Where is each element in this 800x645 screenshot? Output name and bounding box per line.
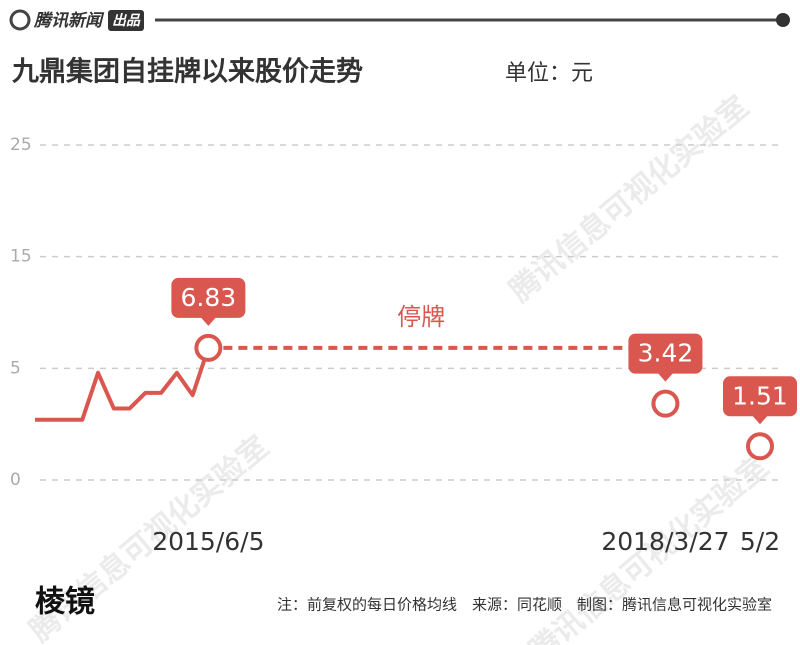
x-tick-label: 2018/3/27 <box>601 527 729 556</box>
value-label: 3.42 <box>638 339 694 368</box>
point <box>746 432 774 461</box>
x-tick-label: 2015/6/5 <box>152 527 264 556</box>
chart-title: 九鼎集团自挂牌以来股价走势 <box>12 56 363 88</box>
y-tick-label: 0 <box>10 470 21 490</box>
brand-icon <box>9 9 31 31</box>
callout-box <box>628 333 703 374</box>
callout-box <box>171 277 246 318</box>
callout-pointer <box>752 415 768 425</box>
value-label: 6.83 <box>181 283 237 312</box>
footer-note: 注：前复权的每日价格均线 来源：同花顺 制图：腾讯信息可视化实验室 <box>277 596 772 614</box>
footer-logo: 棱镜 <box>35 585 95 620</box>
callout-pointer <box>657 372 674 382</box>
brand: 腾讯新闻 <box>33 11 105 31</box>
value-label: 1.51 <box>732 381 788 410</box>
y-tick-label: 5 <box>10 358 21 378</box>
unit: 单位：元 <box>505 61 593 86</box>
y-tick-label: 15 <box>10 247 32 267</box>
point <box>194 333 223 362</box>
point <box>651 389 680 418</box>
header-dot <box>776 13 790 27</box>
y-tick-label: 25 <box>10 135 32 155</box>
badge-box <box>108 10 144 31</box>
callout-pointer <box>200 316 217 326</box>
watermark: 腾讯信息可视化实验室 <box>503 89 755 309</box>
series-label: 停牌 <box>397 303 445 331</box>
callout-box <box>723 376 797 417</box>
badge: 出品 <box>112 12 141 29</box>
x-tick-label: 5/2 <box>740 527 780 556</box>
